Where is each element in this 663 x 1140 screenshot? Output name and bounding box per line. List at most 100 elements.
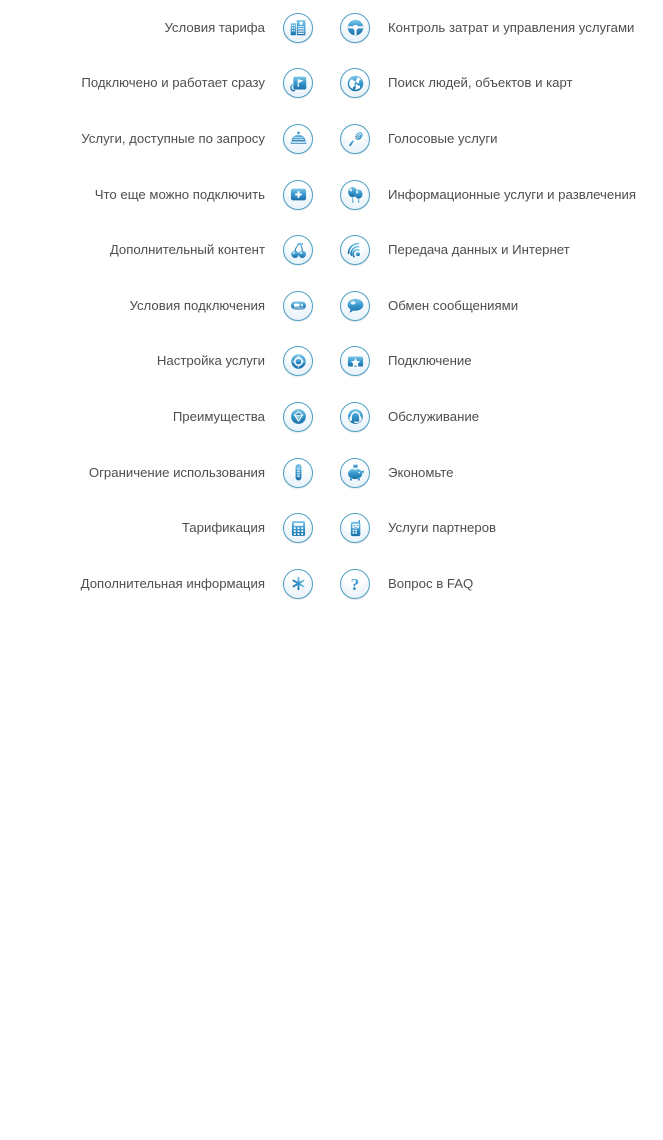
star-card-icon[interactable] <box>340 346 370 377</box>
service-bell-icon[interactable] <box>283 123 313 154</box>
question-mark-icon[interactable]: ? <box>340 568 370 599</box>
service-label-right[interactable]: Передача данных и Интернет <box>388 242 570 258</box>
service-label-right[interactable]: Вопрос в FAQ <box>388 575 474 591</box>
service-row: Условия тарифа Контроль затрат и управлен… <box>0 0 663 56</box>
star-card-icon-glyph <box>345 351 366 372</box>
service-icon-right[interactable] <box>340 401 370 432</box>
svg-text:?: ? <box>351 575 360 594</box>
steering-wheel-icon-glyph <box>345 17 366 38</box>
service-row: Подключено и работает сразу Поиск людей, … <box>0 56 663 112</box>
service-icon-right[interactable] <box>340 179 370 210</box>
diamond-icon-glyph <box>288 406 309 427</box>
service-label-left[interactable]: Условия подключения <box>129 297 265 313</box>
balloons-icon[interactable] <box>340 179 370 210</box>
service-bell-icon-glyph <box>288 128 309 149</box>
sim-card-icon-glyph <box>288 295 309 316</box>
thermometer-icon[interactable] <box>283 457 313 488</box>
service-icon-right[interactable] <box>340 346 370 377</box>
cherries-icon[interactable] <box>283 235 313 266</box>
buildings-icon[interactable] <box>283 12 313 43</box>
globe-icon-glyph <box>345 73 366 94</box>
sim-card-icon[interactable] <box>283 290 313 321</box>
service-icon-right[interactable] <box>340 123 370 154</box>
service-row: Настройка услуги Подключение <box>0 334 663 390</box>
plug-flag-icon-glyph <box>288 73 309 94</box>
question-mark-icon-glyph: ? <box>345 573 366 594</box>
service-label-left[interactable]: Условия тарифа <box>164 19 265 35</box>
cherries-icon-glyph <box>288 240 309 261</box>
service-label-left[interactable]: Дополнительный контент <box>109 242 265 258</box>
service-label-right[interactable]: Контроль затрат и управления услугами <box>388 19 635 35</box>
service-row: Преимущества Обслуживание <box>0 389 663 445</box>
plug-flag-icon[interactable] <box>283 68 313 99</box>
service-icon-left[interactable] <box>283 235 313 266</box>
service-icon-grid: Условия тарифа Контроль затрат и управлен… <box>0 0 663 599</box>
balloons-icon-glyph <box>345 184 366 205</box>
wifi-signal-icon[interactable] <box>340 235 370 266</box>
calculator-icon-glyph <box>288 518 309 539</box>
service-label-left[interactable]: Настройка услуги <box>156 353 265 369</box>
service-label-right[interactable]: Подключение <box>388 353 472 369</box>
service-label-left[interactable]: Что еще можно подключить <box>94 186 265 202</box>
service-icon-right[interactable] <box>340 457 370 488</box>
microphone-icon[interactable] <box>340 123 370 154</box>
service-icon-right[interactable] <box>340 68 370 99</box>
mobile-phone-icon[interactable] <box>340 513 370 544</box>
service-icon-left[interactable] <box>283 401 313 432</box>
service-icon-left[interactable] <box>283 68 313 99</box>
service-label-right[interactable]: Обмен сообщениями <box>388 297 519 313</box>
asterisk-icon-glyph <box>288 573 309 594</box>
globe-icon[interactable] <box>340 68 370 99</box>
service-label-right[interactable]: Информационные услуги и развлечения <box>388 186 637 202</box>
service-icon-right[interactable] <box>340 290 370 321</box>
plus-card-icon[interactable] <box>283 179 313 210</box>
service-label-left[interactable]: Тарификация <box>181 520 265 536</box>
service-row: Дополнительный контент Передача данных и … <box>0 222 663 278</box>
service-label-left[interactable]: Преимущества <box>172 408 265 424</box>
service-icon-right[interactable] <box>340 12 370 43</box>
service-label-left[interactable]: Подключено и работает сразу <box>81 75 265 91</box>
thermometer-icon-glyph <box>288 462 309 483</box>
calculator-icon[interactable] <box>283 513 313 544</box>
service-row: Условия подключения Обмен сообщениями <box>0 278 663 334</box>
speech-bubble-icon[interactable] <box>340 290 370 321</box>
service-icon-right[interactable] <box>340 513 370 544</box>
service-label-right[interactable]: Экономьте <box>388 464 454 480</box>
service-row: Что еще можно подключить Информационные у… <box>0 167 663 223</box>
service-row: Услуги, доступные по запросу Голосовые ус… <box>0 111 663 167</box>
gear-ring-icon[interactable] <box>283 346 313 377</box>
service-label-right[interactable]: Поиск людей, объектов и карт <box>388 75 573 91</box>
service-icon-left[interactable] <box>283 568 313 599</box>
headset-icon-glyph <box>345 406 366 427</box>
service-icon-left[interactable] <box>283 513 313 544</box>
service-label-left[interactable]: Услуги, доступные по запросу <box>81 130 265 146</box>
piggy-bank-icon[interactable] <box>340 457 370 488</box>
diamond-icon[interactable] <box>283 401 313 432</box>
service-icon-left[interactable] <box>283 123 313 154</box>
asterisk-icon[interactable] <box>283 568 313 599</box>
service-icon-left[interactable] <box>283 12 313 43</box>
wifi-signal-icon-glyph <box>345 240 366 261</box>
service-icon-left[interactable] <box>283 290 313 321</box>
piggy-bank-icon-glyph <box>345 462 366 483</box>
service-icon-right[interactable]: ? <box>340 568 370 599</box>
speech-bubble-icon-glyph <box>345 295 366 316</box>
plus-card-icon-glyph <box>288 184 309 205</box>
service-label-right[interactable]: Обслуживание <box>388 408 480 424</box>
service-row: Тарификация Услуги партнеров <box>0 500 663 556</box>
service-icon-left[interactable] <box>283 346 313 377</box>
service-row: Дополнительная информация? Вопрос в FAQ <box>0 556 663 612</box>
service-label-right[interactable]: Услуги партнеров <box>388 520 497 536</box>
service-icon-left[interactable] <box>283 179 313 210</box>
gear-ring-icon-glyph <box>288 351 309 372</box>
headset-icon[interactable] <box>340 401 370 432</box>
service-icon-right[interactable] <box>340 235 370 266</box>
microphone-icon-glyph <box>345 128 366 149</box>
service-icon-left[interactable] <box>283 457 313 488</box>
service-label-right[interactable]: Голосовые услуги <box>388 130 498 146</box>
service-row: Ограничение использования Экономьте <box>0 445 663 501</box>
buildings-icon-glyph <box>288 17 309 38</box>
steering-wheel-icon[interactable] <box>340 12 370 43</box>
service-label-left[interactable]: Дополнительная информация <box>80 575 265 591</box>
service-label-left[interactable]: Ограничение использования <box>88 464 265 480</box>
